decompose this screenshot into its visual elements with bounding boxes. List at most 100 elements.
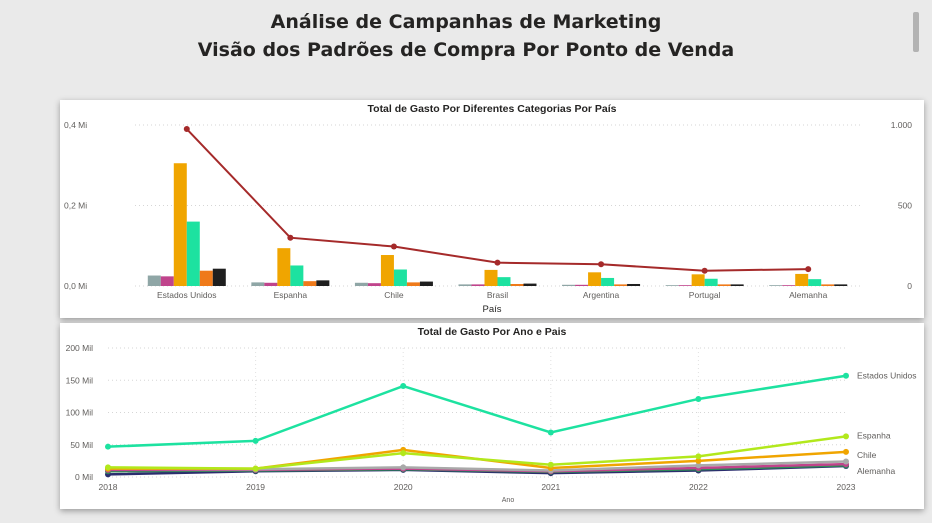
series-line	[107, 435, 847, 470]
series-point	[843, 448, 849, 455]
y-tick-label: 0,2 Mi	[64, 201, 87, 211]
bar	[354, 282, 368, 286]
x-tick-label: Portugal	[689, 290, 721, 300]
line-point	[183, 126, 190, 133]
vertical-scrollbar-thumb[interactable]	[913, 12, 919, 52]
x-tick-label: 2018	[99, 482, 118, 492]
line-point	[701, 267, 708, 274]
bar	[562, 284, 576, 286]
bar	[186, 221, 200, 286]
bar	[484, 269, 498, 286]
bar	[730, 284, 744, 286]
spend-by-year-chart: Total de Gasto Por Ano e Pais 0 Mil 50 Mil…	[66, 326, 917, 504]
bar	[290, 265, 304, 286]
x-tick-label: Brasil	[487, 290, 508, 300]
line-point	[598, 261, 605, 268]
x-tick-label: Estados Unidos	[157, 290, 217, 300]
y-tick-label: 0 Mil	[75, 472, 93, 482]
line-point	[390, 243, 397, 250]
series-point	[843, 433, 849, 440]
series-point	[105, 464, 111, 471]
bar	[173, 163, 187, 286]
bar	[769, 285, 783, 286]
y-tick-label: 50 Mil	[70, 440, 93, 450]
bar	[665, 285, 679, 286]
series-point	[695, 457, 702, 464]
series-line	[107, 374, 847, 448]
x-axis-title: Ano	[502, 497, 515, 504]
bar	[160, 276, 174, 286]
series-point	[105, 443, 111, 450]
bar	[717, 284, 731, 286]
report-title: Análise de Campanhas de Marketing	[270, 11, 662, 33]
line-point	[287, 234, 294, 241]
spend-by-year-country-visual[interactable]: Total de Gasto Por Ano e Pais 0 Mil 50 Mil…	[60, 323, 924, 509]
y-tick-label: 0,0 Mi	[64, 281, 87, 291]
x-tick-label: 2019	[246, 482, 265, 492]
bar	[419, 281, 433, 286]
report-header: Análise de Campanhas de Marketing Visão …	[0, 8, 932, 64]
series-end-label: Chile	[857, 450, 877, 460]
bar	[497, 277, 511, 286]
bar	[627, 283, 641, 286]
bar	[795, 273, 809, 286]
series-point	[695, 462, 702, 469]
x-tick-label: 2022	[689, 482, 708, 492]
bar	[264, 282, 278, 286]
series-point	[400, 383, 407, 390]
bar	[212, 268, 226, 286]
x-axis-title: País	[482, 304, 501, 315]
x-tick-label: Espanha	[274, 290, 308, 300]
series-end-label: Estados Unidos	[857, 371, 917, 381]
bar	[471, 284, 485, 286]
series-point	[252, 437, 259, 444]
category-spend-by-country-visual[interactable]: Total de Gasto Por Diferentes Categorias…	[60, 100, 924, 318]
bar	[523, 283, 537, 286]
x-tick-label: Alemanha	[789, 290, 828, 300]
y-tick-label: 100 Mil	[66, 408, 94, 418]
y2-tick-label: 500	[898, 201, 912, 211]
bar	[303, 281, 317, 286]
bar	[458, 284, 472, 286]
bar	[588, 272, 602, 286]
bar	[367, 283, 381, 286]
bar	[393, 269, 407, 286]
bar	[614, 284, 628, 286]
bar	[316, 280, 330, 286]
bar	[199, 270, 213, 286]
x-tick-label: 2023	[837, 482, 856, 492]
x-tick-label: 2020	[394, 482, 413, 492]
series-point	[843, 458, 849, 465]
chart-title: Total de Gasto Por Ano e Pais	[418, 326, 567, 338]
x-tick-label: Chile	[384, 290, 404, 300]
bar	[691, 274, 705, 286]
bar	[277, 248, 291, 286]
series-point	[400, 450, 407, 457]
series-point	[252, 465, 259, 472]
bar	[821, 284, 835, 286]
y-tick-label: 150 Mil	[66, 375, 94, 385]
bar	[834, 284, 848, 286]
y2-tick-label: 0	[907, 281, 912, 291]
bar	[782, 285, 796, 286]
line-point	[494, 259, 501, 266]
series-end-label: Alemanha	[857, 466, 896, 476]
series-point	[547, 429, 554, 436]
bar	[601, 277, 615, 286]
bar	[380, 255, 394, 286]
bar	[147, 275, 161, 286]
y2-tick-label: 1.000	[891, 120, 913, 130]
bar	[510, 283, 524, 286]
bar	[575, 284, 589, 286]
bar	[678, 285, 692, 286]
x-tick-label: 2021	[541, 482, 560, 492]
bar	[251, 282, 265, 286]
series-point	[695, 395, 702, 402]
bar	[704, 278, 718, 286]
x-tick-label: Argentina	[583, 290, 620, 300]
chart-title: Total de Gasto Por Diferentes Categorias…	[368, 103, 617, 115]
line-point	[805, 266, 812, 273]
series-end-label: Espanha	[857, 430, 891, 440]
series-point	[695, 453, 702, 460]
